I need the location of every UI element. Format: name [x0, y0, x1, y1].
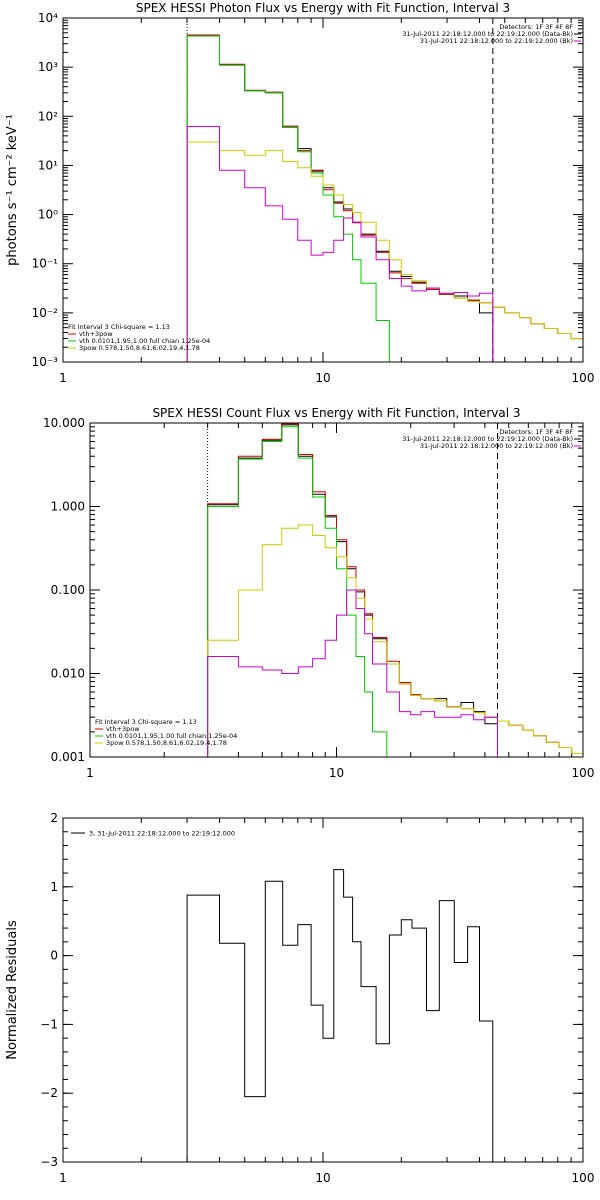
- x-tick-label: 10: [315, 1171, 330, 1185]
- legend-entry: vth 0.0101,1.95,1.00 full chian 1.25e-04: [79, 337, 210, 345]
- legend-entry: Detectors: 1F 3F 4F 8F: [499, 428, 573, 436]
- y-tick-label: 10.000: [43, 416, 85, 430]
- legend-entry: vth 0.0101,1.95,1.00 full chian 1.25e-04: [106, 732, 237, 740]
- y-tick-label: 0.100: [51, 583, 85, 597]
- y-tick-label: 10⁴: [38, 11, 58, 25]
- series-data-bk: [186, 35, 494, 362]
- series-3-31-jul-2011-22-18-12-000-to-22-19-12-000: [186, 869, 494, 1162]
- series-group: [207, 423, 583, 757]
- y-tick-label: −1: [40, 1017, 58, 1031]
- y-tick-label: 10⁰: [38, 208, 58, 222]
- y-tick-label: 0.001: [51, 750, 85, 764]
- plot-frame: [89, 422, 584, 758]
- y-tick-label: 10⁻¹: [32, 257, 59, 271]
- x-tick-label: 10: [315, 371, 330, 385]
- x-tick-label: 100: [572, 371, 595, 385]
- y-tick-label: 10²: [38, 109, 58, 123]
- y-tick-label: 1: [50, 880, 58, 894]
- series-3pow: [207, 524, 583, 757]
- y-tick-label: 10⁻³: [32, 355, 59, 369]
- x-tick-label: 1: [86, 766, 94, 780]
- series-data-bk: [207, 424, 498, 757]
- y-tick-label: 10³: [38, 60, 58, 74]
- x-tick-label: 1: [59, 371, 67, 385]
- legend-entry: 3pow 0.578,1.50,8.61,6.02,19.4,1.78: [106, 739, 227, 747]
- y-tick-label: 0.010: [51, 667, 85, 681]
- panel-residuals: Normalized Residuals 1 10 100 −3 −2 −1 0 1 2 3, 31…: [5, 811, 594, 1185]
- series-3pow: [186, 141, 583, 362]
- x-tick-label: 100: [572, 766, 595, 780]
- chart-title: SPEX HESSI Photon Flux vs Energy with Fi…: [136, 1, 510, 15]
- panel-photon: SPEX HESSI Photon Flux vs Energy with Fi…: [5, 1, 594, 385]
- chart-title: SPEX HESSI Count Flux vs Energy with Fit…: [152, 406, 520, 420]
- y-tick-label: 10⁻²: [32, 306, 59, 320]
- y-tick-label: 2: [50, 811, 58, 825]
- legend-entry: vth+3pow: [106, 725, 140, 733]
- y-tick-label: −2: [40, 1086, 58, 1100]
- panel-count: SPEX HESSI Count Flux vs Energy with Fit…: [43, 406, 594, 780]
- series-vth: [186, 35, 402, 362]
- legend-entry: Fit Interval 3 Chi-square = 1.13: [95, 718, 197, 726]
- legend-entry: 31-Jul-2011 22:18:12.000 to 22:19:12.000…: [402, 30, 573, 38]
- x-tick-label: 10: [329, 766, 344, 780]
- series-vth-3pow: [207, 423, 583, 757]
- legend-entry: 31-Jul-2011 22:18:12.000 to 22:19:12.000…: [402, 435, 573, 443]
- legend-entry: 31-Jul-2011 22:18:12.000 to 22:19:12.000…: [420, 442, 573, 450]
- series-vth: [207, 426, 400, 757]
- y-tick-label: 1.000: [51, 500, 85, 514]
- x-tick-label: 1: [59, 1171, 67, 1185]
- legend-entry: Fit Interval 3 Chi-square = 1.13: [68, 323, 170, 331]
- series-group: [186, 869, 494, 1162]
- legend-entry: 3pow 0.578,1.50,8.61,6.02,19.4,1.78: [79, 344, 200, 352]
- y-tick-label: 0: [50, 949, 58, 963]
- legend-entry: 3, 31-Jul-2011 22:18:12.000 to 22:19:12.…: [89, 830, 235, 838]
- series-group: [186, 34, 583, 362]
- y-axis-label: photons s⁻¹ cm⁻² keV⁻¹: [5, 114, 20, 266]
- plot-frame: [62, 17, 584, 363]
- y-tick-label: −3: [40, 1155, 58, 1169]
- legend-entry: 31-Jul-2011 22:18:12.000 to 22:19:12.000…: [420, 37, 573, 45]
- series-bk: [186, 126, 494, 362]
- y-tick-label: 10¹: [38, 158, 58, 172]
- x-tick-label: 100: [572, 1171, 595, 1185]
- legend-entry: vth+3pow: [79, 330, 113, 338]
- plot-frame: [62, 817, 584, 1163]
- legend-entry: Detectors: 1F 3F 4F 8F: [499, 23, 573, 31]
- series-bk: [207, 589, 498, 757]
- y-axis-label: Normalized Residuals: [5, 920, 20, 1060]
